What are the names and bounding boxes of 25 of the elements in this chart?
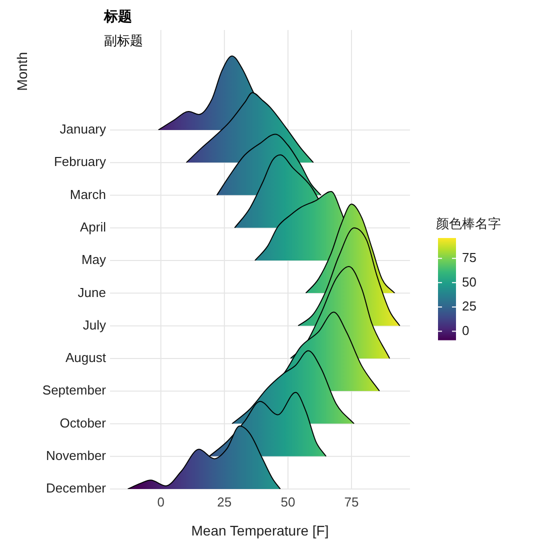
text: January [60,122,106,137]
text: November [46,448,107,463]
x-tick-label: 0 [157,494,164,510]
chart-subtitle: 副标题 [104,32,143,50]
x-tick-label: 25 [217,494,232,510]
text: March [70,186,106,202]
x-axis-title: Mean Temperature [F] [191,522,329,538]
x-tick-label: 50 [280,494,296,510]
text: October [60,415,107,430]
series-label: December [46,480,107,496]
color-bar-label: 0 [462,322,470,338]
text: April [80,219,106,234]
text: February [54,154,106,170]
color-bar-title: 颜色棒名字 [436,216,501,231]
chart-title: 标题 [104,8,132,26]
text: September [42,382,107,398]
text: Month [14,52,30,91]
color-bar-label: 50 [462,274,476,290]
text: June [78,284,106,300]
color-bar-label: 75 [462,250,476,265]
text: July [82,317,106,332]
color-bar-label: 25 [462,298,476,314]
text: August [66,350,106,366]
x-tick-label: 75 [344,494,359,510]
text: May [81,252,106,268]
